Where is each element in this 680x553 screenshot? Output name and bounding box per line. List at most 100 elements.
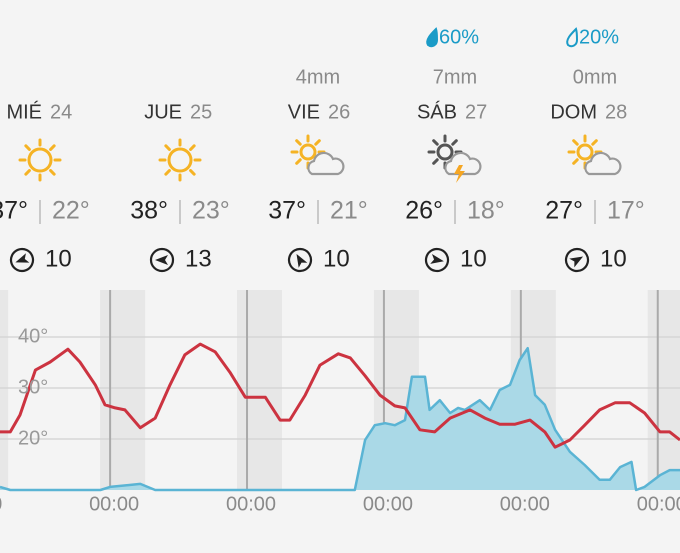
- sun-ray: [314, 139, 321, 146]
- precip-amount: 7mm: [433, 66, 477, 88]
- sun-core: [27, 147, 53, 173]
- temp-max: 37°: [0, 197, 28, 225]
- day-column: JUE 25 38° 23° 13: [130, 101, 230, 272]
- sun-ray: [24, 169, 31, 176]
- temperature-line: [0, 342, 680, 449]
- weather-icon: [290, 134, 345, 176]
- wind-speed: 10: [323, 245, 350, 272]
- forecast-chart: 00:00 00:00 00:00 00:00 00:00 00:00 20° 30° 40°: [0, 290, 680, 515]
- temp-max: 37°: [268, 197, 306, 225]
- y-tick-label: 40°: [18, 325, 48, 347]
- day-name: MIÉ: [6, 100, 42, 123]
- weather-icon: [18, 138, 62, 182]
- weather-icon: [158, 138, 202, 182]
- wind-icon: [9, 247, 35, 273]
- sun-ray: [591, 139, 598, 146]
- wind-arrow: [430, 254, 444, 264]
- sun-ray: [432, 158, 439, 165]
- y-tick-label: 30°: [18, 376, 48, 398]
- sun-ray: [432, 139, 439, 146]
- y-tick-label: 20°: [18, 427, 48, 449]
- cloud: [307, 151, 345, 176]
- day-date: 27: [465, 101, 487, 123]
- wind-icon: [149, 247, 175, 273]
- temp-max: 38°: [130, 197, 168, 225]
- night-band: [647, 290, 680, 490]
- sun-ray: [189, 144, 196, 151]
- day-columns: MIÉ 24 37° 22° 10 JUE 25 38° 23° 13 4mm VIE 26 37° 21°…: [0, 26, 645, 273]
- sun-ray: [49, 169, 56, 176]
- wind-arrow: [569, 256, 584, 268]
- day-column: 60% 7mm SÁB 27 26° 18° 10: [405, 26, 505, 272]
- day-column: 4mm VIE 26 37° 21° 10: [268, 66, 368, 273]
- wind-icon: [287, 247, 313, 273]
- sun-ray: [189, 169, 196, 176]
- temp-min: 17°: [607, 197, 645, 225]
- day-column: MIÉ 24 37° 22° 10: [0, 100, 90, 273]
- precip-amount: 4mm: [296, 66, 340, 88]
- rain-drop-icon: [426, 27, 439, 48]
- wind-arrow: [155, 255, 168, 265]
- wind-arrow: [15, 253, 30, 263]
- sun-ray: [572, 158, 579, 165]
- temp-max: 27°: [545, 197, 583, 225]
- precip-outline: [0, 346, 680, 492]
- cloud: [444, 151, 482, 176]
- wind-circle: [564, 247, 590, 273]
- day-name: DOM: [550, 101, 597, 123]
- precip-probability: 20%: [579, 26, 619, 48]
- wind-speed: 10: [600, 245, 627, 272]
- wind-speed: 13: [185, 245, 212, 272]
- wind-speed: 10: [460, 245, 487, 272]
- precip-area: [0, 348, 680, 490]
- temp-min: 22°: [52, 197, 90, 225]
- sun-core: [299, 143, 317, 161]
- wind-circle: [287, 247, 313, 273]
- sun-ray: [164, 169, 171, 176]
- lightning-bolt: [454, 165, 465, 183]
- day-name: SÁB: [417, 100, 457, 123]
- day-name: JUE: [144, 101, 182, 123]
- wind-circle: [9, 247, 35, 273]
- temp-min: 21°: [330, 197, 368, 225]
- night-band: [100, 290, 146, 490]
- wind-circle: [424, 247, 450, 273]
- precip-amount: 0mm: [573, 66, 617, 88]
- sun-core: [576, 143, 594, 161]
- wind-icon: [424, 247, 450, 273]
- weather-icon: [427, 134, 482, 183]
- rain-drop-icon: [566, 27, 579, 48]
- sun-ray: [24, 144, 31, 151]
- x-tick-label: 00:00: [637, 493, 680, 515]
- sun-ray: [572, 139, 579, 146]
- temp-min: 18°: [467, 197, 505, 225]
- night-band: [237, 290, 283, 490]
- sun-ray: [295, 139, 302, 146]
- wind-circle: [149, 247, 175, 273]
- wind-speed: 10: [45, 245, 72, 272]
- day-date: 26: [328, 101, 350, 123]
- sun-core: [167, 147, 193, 173]
- day-date: 24: [50, 101, 72, 123]
- sun-core: [436, 143, 454, 161]
- day-column: 20% 0mm DOM 28 27° 17° 10: [545, 26, 645, 273]
- sun-ray: [49, 144, 56, 151]
- cloud: [584, 151, 622, 176]
- x-tick-label: 00:00: [226, 493, 276, 515]
- sun-ray: [295, 158, 302, 165]
- night-band: [0, 290, 9, 490]
- x-tick-label: 00:00: [89, 493, 139, 515]
- x-tick-label: 00:00: [363, 493, 413, 515]
- wind-icon: [564, 247, 590, 273]
- temp-max: 26°: [405, 197, 443, 225]
- temp-min: 23°: [192, 197, 230, 225]
- day-name: VIE: [288, 101, 320, 123]
- sun-ray: [451, 139, 458, 146]
- day-date: 28: [605, 101, 627, 123]
- sun-ray: [164, 144, 171, 151]
- day-date: 25: [190, 101, 212, 123]
- x-tick-label: 00:00: [0, 493, 2, 515]
- wind-arrow: [296, 253, 308, 268]
- precip-probability: 60%: [439, 26, 479, 48]
